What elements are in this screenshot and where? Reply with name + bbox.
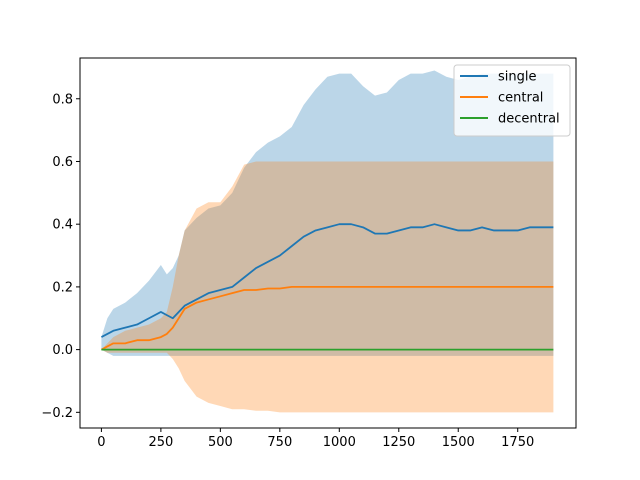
legend-label-single: single [498, 70, 537, 85]
series-lines [100, 223, 554, 351]
line-single [100, 223, 554, 338]
x-tick-label: 0 [97, 435, 105, 450]
x-tick-label: 750 [267, 435, 292, 450]
line-central [100, 285, 554, 351]
x-tick-label: 1000 [323, 435, 356, 450]
x-tick-label: 1250 [382, 435, 415, 450]
x-tick-label: 250 [148, 435, 173, 450]
y-tick-label: 0.8 [52, 92, 73, 107]
y-tick-label: 0.4 [52, 218, 73, 233]
x-tick-label: 1750 [501, 435, 534, 450]
y-tick-label: 0.6 [52, 155, 73, 170]
band-single [101, 70, 554, 356]
legend-label-central: central [498, 91, 543, 106]
x-axis: 0 250 500 750 1000 1250 1500 1750 [97, 428, 534, 450]
plot-area-frame [79, 57, 577, 429]
legend: single central decentral [453, 64, 571, 137]
y-tick-label: 0.0 [52, 343, 73, 358]
x-tick-label: 500 [208, 435, 233, 450]
x-tick-label: 1500 [442, 435, 475, 450]
legend-label-decentral: decentral [498, 112, 560, 127]
y-axis: −0.2 0.0 0.2 0.4 0.6 0.8 [41, 92, 80, 421]
y-tick-label: 0.2 [52, 280, 73, 295]
y-tick-label: −0.2 [41, 406, 73, 421]
